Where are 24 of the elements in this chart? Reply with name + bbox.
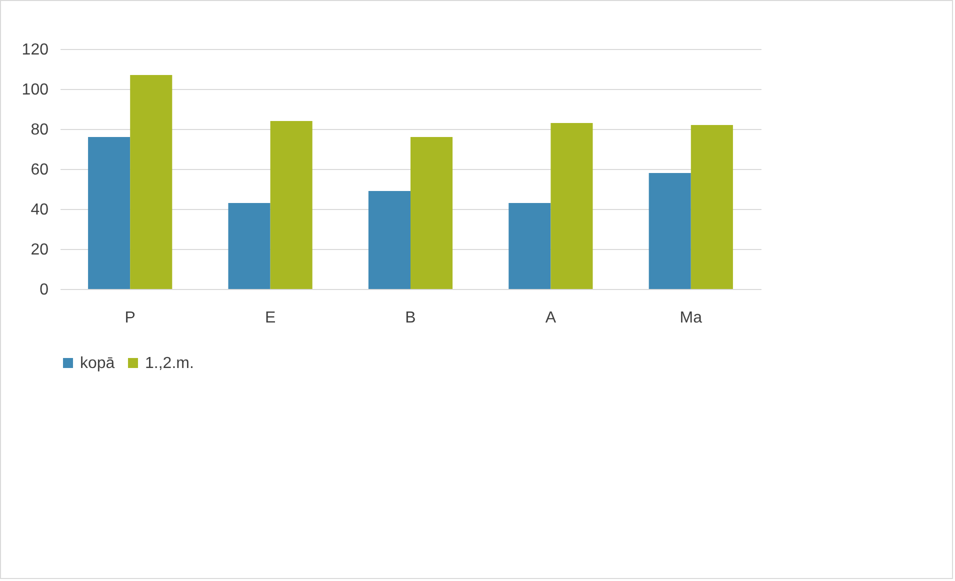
bar [88,137,130,289]
y-tick-label: 20 [30,242,49,258]
bar [228,203,270,289]
y-tick-label: 80 [30,122,49,138]
x-tick-label: E [264,310,276,326]
legend-label: kopā [80,355,115,372]
bar [130,75,172,289]
y-tick-label: 40 [30,202,49,218]
x-tick-label: P [124,310,136,326]
x-tick-label: A [545,310,556,326]
bar [368,191,410,289]
bar [508,203,551,289]
y-tick-label: 100 [22,82,49,98]
bar [270,121,312,289]
bar [648,173,691,289]
legend-label: 1.,2.m. [145,355,194,372]
bar [410,137,453,289]
x-tick-label: Ma [680,310,702,326]
bar [550,123,593,289]
x-tick-label: B [405,310,416,326]
y-tick-label: 120 [22,42,49,58]
y-tick-label: 60 [30,162,49,178]
y-tick-label: 0 [40,282,49,298]
bar [690,125,733,289]
